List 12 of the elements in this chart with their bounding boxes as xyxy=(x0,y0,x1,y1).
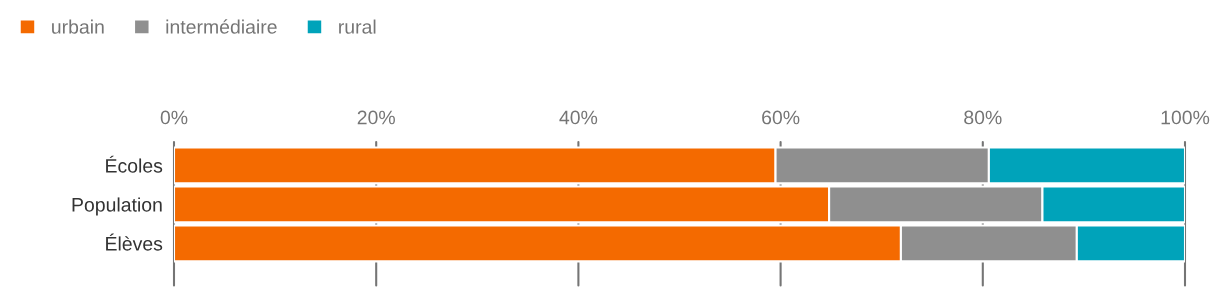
legend-label: intermédiaire xyxy=(166,19,277,34)
x-tick-label: 100% xyxy=(1161,110,1210,125)
legend-label: urbain xyxy=(52,19,104,34)
x-tick-label: 80% xyxy=(964,110,1002,125)
x-tick-label: 20% xyxy=(357,110,395,125)
y-tick-label: Élèves xyxy=(106,233,163,251)
x-tick-label: 40% xyxy=(559,110,598,125)
x-tick-label: 0% xyxy=(160,110,188,125)
x-tick-label: 60% xyxy=(762,110,800,125)
y-tick-label: Population xyxy=(72,197,162,216)
legend-label: rural xyxy=(339,19,376,34)
y-tick-label: Écoles xyxy=(106,155,163,173)
